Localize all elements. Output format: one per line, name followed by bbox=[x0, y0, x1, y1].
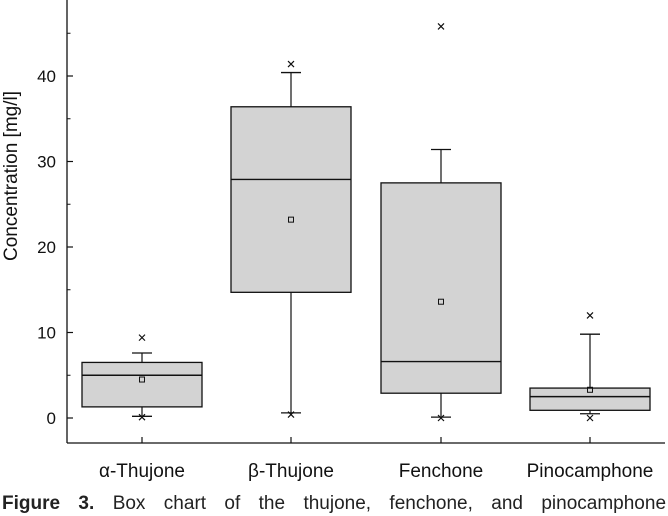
iqr-box bbox=[81, 361, 203, 408]
y-tick-label: 20 bbox=[37, 238, 56, 257]
boxes bbox=[81, 22, 651, 422]
ticks: 0 10 20 30 40 α-Thujone β-Thujone Fenchone Pinoc… bbox=[37, 32, 654, 482]
mean-marker bbox=[438, 298, 444, 305]
box-4 bbox=[529, 311, 651, 422]
box-1 bbox=[81, 334, 203, 421]
axes bbox=[66, 0, 665, 444]
box-chart: 0 10 20 30 40 α-Thujone β-Thujone Fenchone Pinoc… bbox=[1, 0, 665, 482]
min-marker bbox=[437, 414, 445, 422]
min-marker bbox=[586, 414, 594, 422]
x-tick-label: Fenchone bbox=[399, 461, 484, 482]
min-marker bbox=[138, 413, 146, 421]
y-tick-label: 0 bbox=[47, 409, 56, 428]
mean-marker bbox=[288, 216, 294, 223]
caption-text: Box chart of the thujone, fenchone, and … bbox=[112, 493, 666, 514]
y-axis-label: Concentration [mg/l] bbox=[1, 91, 22, 261]
x-tick-label: α-Thujone bbox=[99, 461, 185, 482]
outlier-marker bbox=[437, 22, 445, 30]
figure-caption: Figure 3. Box chart of the thujone, fenc… bbox=[2, 492, 666, 516]
y-tick-label: 40 bbox=[37, 67, 56, 86]
box-3 bbox=[380, 22, 502, 422]
min-marker bbox=[287, 411, 295, 419]
iqr-box bbox=[230, 106, 352, 293]
outlier-marker bbox=[586, 311, 594, 319]
iqr-box bbox=[529, 387, 651, 411]
x-tick-label: β-Thujone bbox=[248, 461, 334, 482]
iqr-box bbox=[380, 182, 502, 394]
outlier-marker bbox=[287, 60, 295, 68]
outlier-marker bbox=[138, 334, 146, 342]
caption-label: Figure 3. bbox=[2, 493, 95, 514]
mean-marker bbox=[587, 386, 593, 393]
y-tick-label: 10 bbox=[37, 324, 56, 343]
box-2 bbox=[230, 60, 352, 419]
mean-marker bbox=[139, 376, 145, 383]
y-tick-label: 30 bbox=[37, 153, 56, 172]
x-tick-label: Pinocamphone bbox=[527, 461, 654, 482]
